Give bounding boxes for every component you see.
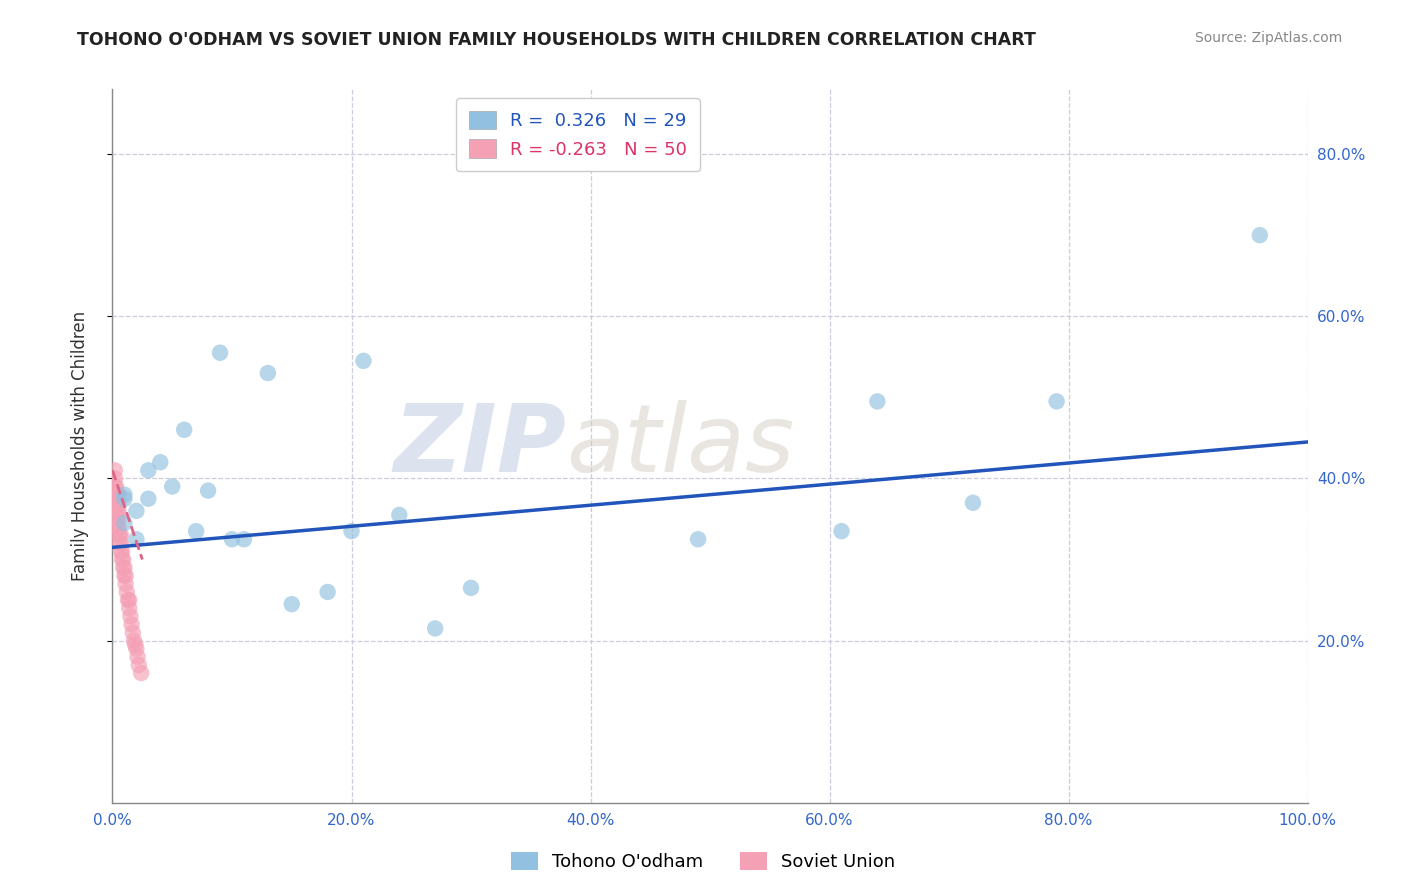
Text: atlas: atlas (567, 401, 794, 491)
Point (105, 512, 128, 526)
Point (125, 641, 148, 656)
Point (221, 533, 243, 547)
Legend: R =  0.326   N = 29, R = -0.263   N = 50: R = 0.326 N = 29, R = -0.263 N = 50 (456, 98, 700, 171)
Point (138, 491, 160, 506)
Point (104, 504, 127, 518)
Point (104, 463, 127, 477)
Point (108, 528, 131, 542)
Point (110, 528, 132, 542)
Y-axis label: Family Households with Children: Family Households with Children (70, 311, 89, 581)
Point (149, 455, 172, 469)
Point (688, 533, 710, 547)
Point (425, 622, 447, 636)
Point (117, 593, 139, 607)
Point (162, 479, 183, 493)
Point (107, 528, 129, 542)
Point (105, 504, 128, 518)
Point (104, 496, 127, 510)
Point (107, 488, 129, 502)
Point (104, 479, 127, 493)
Point (114, 560, 135, 574)
Point (118, 601, 141, 615)
Point (114, 577, 136, 591)
Point (108, 536, 131, 550)
Point (107, 512, 129, 526)
Point (104, 488, 127, 502)
Point (107, 496, 129, 510)
Point (866, 394, 889, 409)
Point (173, 423, 195, 437)
Point (104, 471, 127, 485)
Point (107, 504, 129, 518)
Point (110, 536, 132, 550)
Point (129, 666, 152, 681)
Point (125, 504, 148, 518)
Point (127, 649, 149, 664)
Point (352, 354, 374, 368)
Point (831, 524, 853, 538)
Point (316, 585, 339, 599)
Point (340, 524, 363, 538)
Text: ZIP: ZIP (394, 400, 567, 492)
Point (138, 463, 160, 477)
Point (112, 552, 135, 566)
Point (460, 581, 482, 595)
Point (105, 504, 128, 518)
Point (125, 533, 148, 547)
Point (105, 479, 128, 493)
Point (122, 633, 145, 648)
Point (104, 496, 127, 510)
Point (105, 496, 128, 510)
Point (233, 533, 256, 547)
Point (114, 491, 135, 506)
Point (105, 496, 128, 510)
Point (121, 625, 143, 640)
Point (105, 488, 128, 502)
Point (118, 593, 141, 607)
Point (121, 617, 143, 632)
Point (120, 609, 142, 624)
Point (110, 544, 132, 558)
Point (115, 585, 138, 599)
Point (281, 597, 304, 611)
Point (111, 552, 134, 566)
Point (209, 345, 232, 359)
Point (114, 516, 135, 530)
Point (197, 483, 219, 498)
Point (112, 560, 135, 574)
Text: Source: ZipAtlas.com: Source: ZipAtlas.com (1195, 31, 1343, 45)
Point (114, 488, 135, 502)
Point (114, 568, 136, 582)
Point (388, 508, 411, 522)
Point (1249, 228, 1271, 243)
Point (105, 512, 128, 526)
Point (105, 488, 128, 502)
Point (128, 657, 150, 672)
Point (1046, 394, 1069, 409)
Point (124, 638, 146, 652)
Point (104, 488, 127, 502)
Legend: Tohono O'odham, Soviet Union: Tohono O'odham, Soviet Union (503, 845, 903, 879)
Text: TOHONO O'ODHAM VS SOVIET UNION FAMILY HOUSEHOLDS WITH CHILDREN CORRELATION CHART: TOHONO O'ODHAM VS SOVIET UNION FAMILY HO… (77, 31, 1036, 49)
Point (107, 520, 129, 534)
Point (105, 520, 128, 534)
Point (186, 524, 208, 538)
Point (257, 366, 280, 380)
Point (111, 544, 134, 558)
Point (114, 568, 135, 582)
Point (962, 496, 984, 510)
